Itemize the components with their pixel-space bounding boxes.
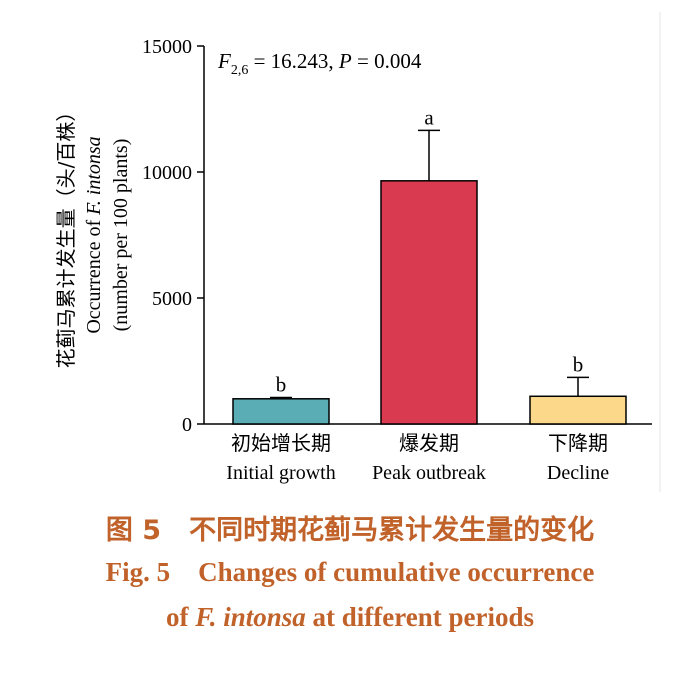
y-ticks: 0 5000 10000 15000 <box>142 36 204 436</box>
significance-letter: b <box>276 373 287 397</box>
stat-annotation: F2,6 = 16.243, P = 0.004 <box>217 49 422 78</box>
y-axis-label-en: Occurrence of F. intonsa <box>83 136 105 333</box>
y-tick-label: 0 <box>182 414 192 436</box>
y-axis-label-cn: 花蓟马累计发生量（头/百株） <box>54 102 78 369</box>
x-tick-label-en: Initial growth <box>226 462 335 484</box>
x-tick-label-cn: 下降期 <box>548 431 608 455</box>
bars <box>232 180 627 425</box>
y-tick-label: 15000 <box>142 36 192 58</box>
y-tick-label: 5000 <box>152 288 192 310</box>
y-tick-label: 10000 <box>142 162 192 184</box>
x-tick-label-cn: 初始增长期 <box>231 431 331 455</box>
bar <box>380 180 478 425</box>
significance-letter: b <box>573 352 584 376</box>
significance-letter: a <box>424 105 434 129</box>
x-tick-label-en: Decline <box>547 462 609 484</box>
bar <box>529 395 627 425</box>
caption-cn: 图 5 不同时期花蓟马累计发生量的变化 <box>105 515 595 546</box>
error-bars <box>270 129 589 399</box>
significance-letters: b a b <box>276 105 584 396</box>
bar <box>232 398 330 425</box>
bar-chart: 0 5000 10000 15000 b a b 初始增长期 Initial growth 爆… <box>54 12 661 492</box>
caption-en-line2: of F. intonsa at different periods <box>165 602 535 632</box>
caption-en-line1: Fig. 5 Changes of cumulative occurrence <box>105 557 595 587</box>
y-axis-label-en-unit: (number per 100 plants) <box>110 139 132 332</box>
x-tick-label-cn: 爆发期 <box>399 431 459 455</box>
x-labels: 初始增长期 Initial growth 爆发期 Peak outbreak 下降期 De… <box>226 431 609 484</box>
x-tick-label-en: Peak outbreak <box>372 462 486 484</box>
